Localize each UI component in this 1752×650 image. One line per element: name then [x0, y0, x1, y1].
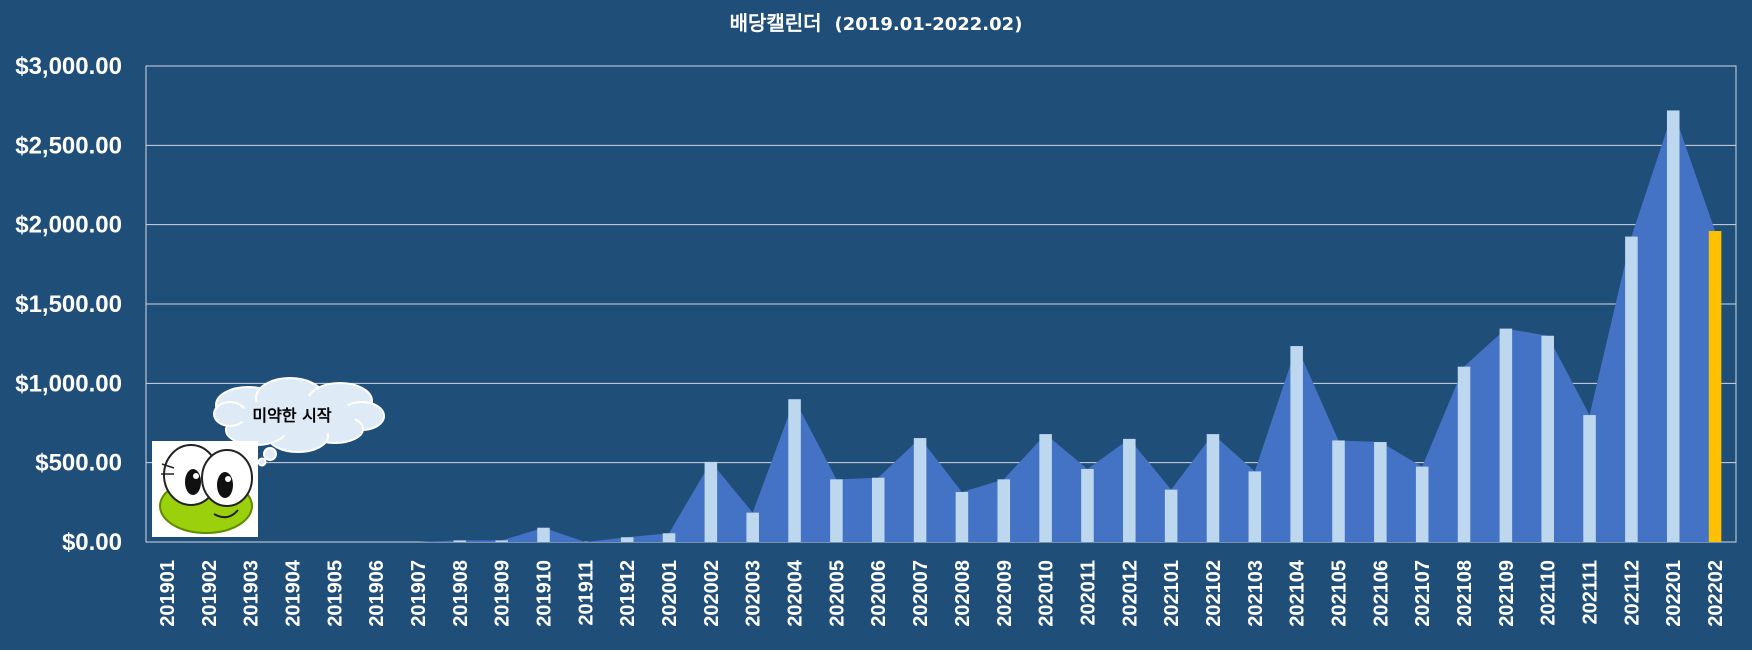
- bar-202001: [662, 533, 676, 542]
- chart-title: 배당캘린더 (2019.01-2022.02): [730, 11, 1023, 35]
- x-tick-label: 201911: [575, 560, 597, 626]
- x-tick-label: 201912: [617, 560, 639, 627]
- x-tick-label: 201903: [241, 560, 263, 627]
- y-tick-label: $2,500.00: [15, 132, 122, 159]
- bar-202109: [1499, 328, 1513, 542]
- x-tick-label: 202107: [1412, 560, 1434, 627]
- x-tick-label: 201905: [324, 560, 346, 627]
- bar-202112: [1625, 236, 1638, 543]
- bar-202008: [955, 492, 969, 542]
- bar-201909: [495, 540, 508, 542]
- y-tick-label: $2,000.00: [15, 212, 122, 239]
- x-tick-label: 201907: [408, 560, 430, 627]
- x-tick-label: 202202: [1705, 560, 1727, 627]
- area-series: [166, 110, 1716, 542]
- x-tick-label: 202110: [1538, 560, 1560, 626]
- bar-202111: [1583, 415, 1596, 542]
- x-tick-label: 202105: [1329, 560, 1351, 627]
- x-tick-label: 202008: [952, 560, 974, 627]
- chart-subtitle: (2019.01-2022.02): [835, 14, 1023, 35]
- x-tick-label: 201910: [534, 560, 556, 627]
- bar-202012: [1123, 438, 1136, 542]
- x-tick-label: 202005: [826, 560, 848, 627]
- x-tick-label: 201902: [199, 560, 221, 627]
- x-tick-label: 202001: [659, 560, 681, 627]
- x-tick-label: 202011: [1077, 560, 1099, 626]
- x-tick-label: 202112: [1621, 560, 1643, 626]
- bar-202102: [1206, 434, 1220, 542]
- x-tick-label: 202103: [1245, 560, 1267, 627]
- x-tick-label: 202002: [701, 560, 723, 627]
- x-tick-label: 202101: [1161, 560, 1183, 627]
- bar-202105: [1332, 440, 1345, 542]
- x-tick-label: 202007: [910, 560, 932, 627]
- y-tick-label: $500.00: [35, 450, 122, 477]
- x-tick-label: 202003: [743, 560, 765, 627]
- bar-202104: [1290, 346, 1303, 542]
- bar-202006: [871, 477, 885, 542]
- bar-202007: [913, 438, 927, 542]
- bar-202009: [997, 479, 1011, 542]
- x-tick-label: 202012: [1119, 560, 1141, 627]
- bar-202005: [830, 479, 843, 542]
- bar-202108: [1457, 366, 1471, 542]
- bar-202201: [1666, 110, 1680, 542]
- x-tick-label: 202104: [1287, 559, 1309, 627]
- x-tick-label: 202201: [1663, 560, 1685, 627]
- bar-202103: [1248, 471, 1262, 542]
- bar-202010: [1039, 434, 1052, 542]
- bar-202003: [746, 512, 759, 542]
- frog-mascot-icon: [152, 441, 258, 537]
- y-tick-label: $3,000.00: [15, 53, 122, 80]
- bar-202002: [704, 461, 718, 542]
- x-tick-label: 201906: [366, 560, 388, 627]
- bar-202202: [1708, 231, 1722, 542]
- bar-202107: [1415, 466, 1429, 542]
- chart-title-main: 배당캘린더: [730, 11, 822, 35]
- thought-bubble: 미약한 시작: [213, 377, 385, 467]
- bar-201912: [620, 537, 634, 542]
- x-tick-label: 202111: [1580, 560, 1602, 625]
- x-axis-ticks: 201901 201902 201903 201904 201905 201906 2019…: [157, 559, 1727, 627]
- x-tick-label: 202009: [994, 560, 1016, 627]
- x-tick-label: 201908: [450, 560, 472, 627]
- y-tick-label: $1,500.00: [15, 291, 122, 318]
- bar-202110: [1541, 335, 1554, 542]
- y-tick-label: $1,000.00: [15, 370, 122, 397]
- x-tick-label: 202010: [1036, 560, 1058, 627]
- y-axis-ticks: $0.00 $500.00 $1,000.00 $1,500.00 $2,000.00 $…: [15, 53, 122, 556]
- x-tick-label: 201904: [282, 559, 304, 627]
- x-tick-label: 201901: [157, 560, 179, 627]
- x-tick-label: 202004: [785, 559, 807, 627]
- bubble-text: 미약한 시작: [252, 406, 331, 425]
- x-tick-label: 202106: [1370, 560, 1392, 627]
- x-tick-label: 202108: [1454, 560, 1476, 627]
- bar-201910: [537, 527, 550, 542]
- y-tick-label: $0.00: [62, 529, 122, 556]
- bar-202004: [788, 399, 801, 542]
- bar-201908: [453, 540, 467, 542]
- x-tick-label: 201909: [492, 560, 514, 627]
- x-tick-label: 202006: [868, 560, 890, 627]
- bar-series: [453, 110, 1722, 543]
- x-tick-label: 202109: [1496, 560, 1518, 627]
- bar-202106: [1374, 442, 1387, 542]
- bar-202011: [1081, 469, 1094, 542]
- x-tick-label: 202102: [1203, 560, 1225, 627]
- bar-202101: [1164, 489, 1178, 542]
